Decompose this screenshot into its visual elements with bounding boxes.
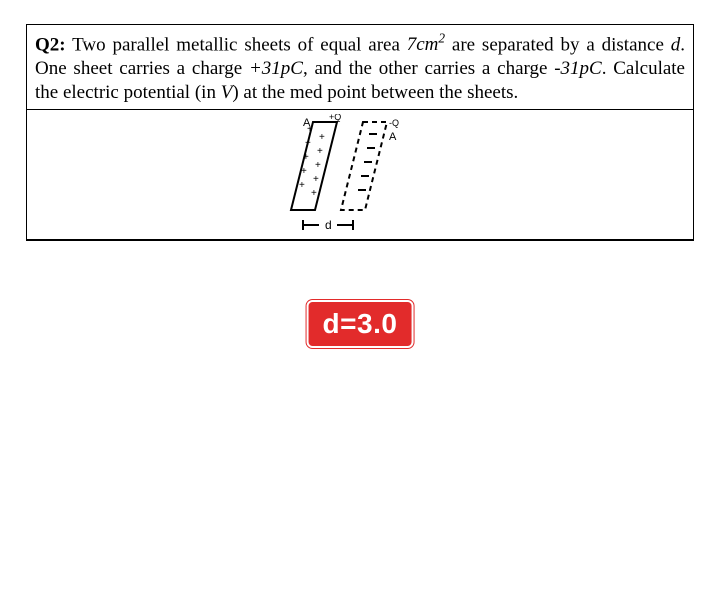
- svg-text:+: +: [313, 174, 319, 185]
- question-label: Q2:: [35, 34, 66, 55]
- d-dimension: d: [303, 218, 353, 232]
- svg-text:+: +: [317, 146, 323, 157]
- svg-text:+: +: [305, 138, 311, 149]
- svg-text:+: +: [319, 132, 325, 143]
- answer-box: d=3.0: [307, 300, 414, 348]
- q-part4: , and the other carries a charge: [303, 58, 554, 79]
- q-d: d: [671, 34, 681, 55]
- q-part1: Two parallel metallic sheets of equal ar…: [72, 34, 407, 55]
- svg-text:+: +: [315, 160, 321, 171]
- capacitor-diagram: ++++++++++ +Q -Q A A d: [285, 114, 435, 240]
- A-left-label: A: [303, 117, 311, 129]
- q-part2: are separated by a distance: [445, 34, 671, 55]
- d-label: d: [325, 218, 332, 232]
- q-q1: +31pC: [249, 58, 303, 79]
- q-V: V: [221, 82, 233, 103]
- right-plate: [341, 122, 387, 210]
- minusQ-label: -Q: [389, 118, 399, 128]
- svg-text:+: +: [303, 152, 309, 163]
- question-table: Q2: Two parallel metallic sheets of equa…: [26, 24, 694, 241]
- q-area: 7cm: [407, 34, 439, 55]
- svg-text:+: +: [301, 166, 307, 177]
- question-text-cell: Q2: Two parallel metallic sheets of equa…: [27, 25, 693, 110]
- q-q2: -31pC: [554, 58, 602, 79]
- svg-text:+: +: [299, 180, 305, 191]
- svg-text:+: +: [311, 188, 317, 199]
- A-right-label: A: [389, 131, 397, 143]
- plusQ-label: +Q: [329, 114, 341, 122]
- answer-text: d=3.0: [323, 308, 398, 339]
- diagram-cell: ++++++++++ +Q -Q A A d: [27, 110, 693, 240]
- q-part6: ) at the med point between the sheets.: [232, 82, 518, 103]
